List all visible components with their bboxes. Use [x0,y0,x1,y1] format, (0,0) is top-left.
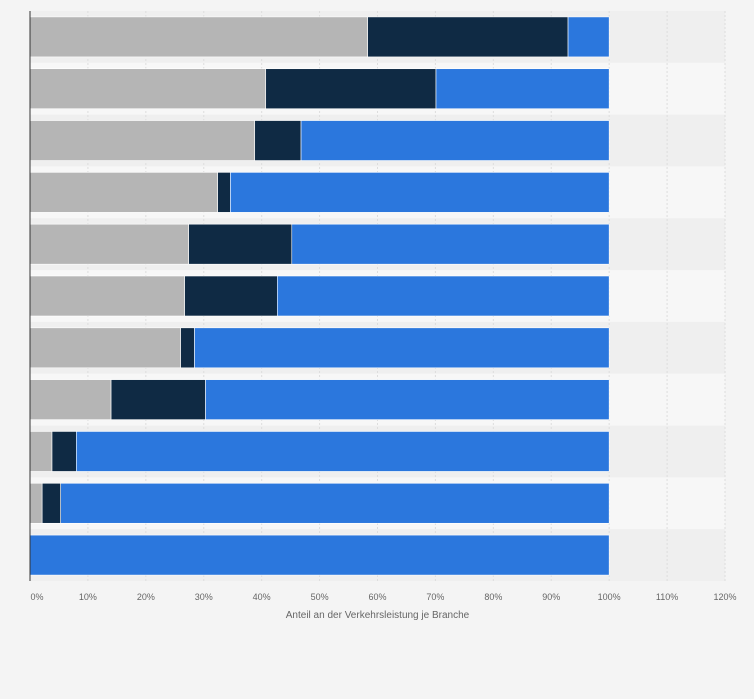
bar-segment-series-3[interactable] [230,172,610,213]
x-tick-label: 100% [598,592,621,602]
bar-segment-series-1[interactable] [29,275,185,317]
bar-segment-series-3[interactable] [277,275,610,317]
bar-segment-series-1[interactable] [29,379,112,420]
bar-segment-series-3[interactable] [194,327,610,369]
x-tick-label: 10% [79,592,97,602]
x-axis-title: Anteil an der Verkehrsleistung je Branch… [286,610,470,621]
bar-segment-series-1[interactable] [29,16,368,58]
bar-segment-series-2[interactable] [41,482,61,524]
bar-segment-series-3[interactable] [205,379,610,420]
bar-segment-series-1[interactable] [29,327,181,369]
x-tick-label: 40% [253,592,271,602]
bar-segment-series-2[interactable] [217,172,231,213]
bar-segment-series-3[interactable] [29,534,610,576]
bar-segment-series-1[interactable] [29,120,256,161]
bar-segment-series-2[interactable] [254,120,302,161]
x-tick-label: 120% [713,592,736,602]
x-tick-label: 30% [195,592,213,602]
bar-segment-series-2[interactable] [180,327,195,369]
x-tick-label: 110% [656,592,678,602]
bar-segment-series-3[interactable] [567,16,610,58]
bar-segment-series-2[interactable] [110,379,206,420]
bar-segment-series-2[interactable] [188,223,293,265]
x-tick-label: 0% [30,592,43,602]
bar-segment-series-1[interactable] [29,68,267,110]
bar-segment-series-3[interactable] [60,482,610,524]
bar-segment-series-3[interactable] [291,223,610,265]
bar-segment-series-2[interactable] [367,16,569,58]
bar-segment-series-3[interactable] [300,120,610,161]
x-tick-label: 70% [426,592,444,602]
bar-segment-series-3[interactable] [76,431,610,472]
x-tick-label: 20% [137,592,155,602]
bar-segment-series-2[interactable] [265,68,437,110]
x-tick-label: 90% [542,592,560,602]
x-tick-label: 60% [368,592,386,602]
bar-segment-series-1[interactable] [29,172,218,213]
x-tick-label: 80% [484,592,502,602]
bar-segment-series-2[interactable] [51,431,77,472]
bar-segment-series-3[interactable] [435,68,610,110]
x-tick-label: 50% [311,592,329,602]
bar-segment-series-1[interactable] [29,431,53,472]
bar-segment-series-1[interactable] [29,482,43,524]
bar-segment-series-1[interactable] [29,223,189,265]
bar-segment-series-2[interactable] [184,275,278,317]
